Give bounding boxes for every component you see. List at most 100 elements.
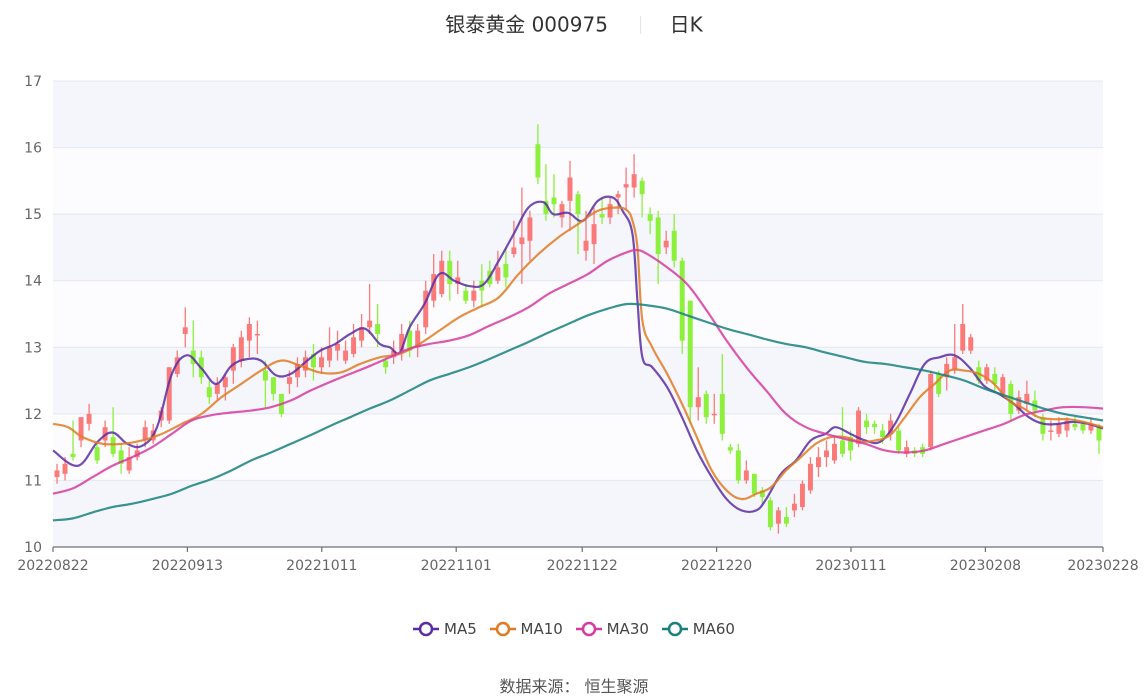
candle[interactable] — [807, 457, 813, 494]
candle[interactable] — [631, 154, 637, 198]
source-label: 数据来源： — [499, 677, 580, 696]
candle[interactable] — [359, 314, 365, 348]
candle[interactable] — [623, 167, 629, 211]
chart-legend: MA5 MA10 MA30 MA60 — [0, 620, 1148, 641]
candle[interactable] — [952, 323, 958, 374]
candle[interactable] — [1024, 380, 1030, 411]
candle[interactable] — [1064, 417, 1070, 438]
x-tick-label: 20220913 — [152, 558, 223, 574]
candle[interactable] — [447, 250, 453, 301]
candle[interactable] — [166, 367, 172, 424]
candle[interactable] — [663, 230, 669, 255]
candle[interactable] — [960, 304, 966, 354]
candle[interactable] — [735, 443, 741, 484]
candle[interactable] — [767, 497, 773, 531]
candle[interactable] — [206, 380, 212, 404]
candle[interactable] — [246, 317, 252, 358]
candle[interactable] — [711, 393, 717, 424]
candle[interactable] — [743, 460, 749, 484]
candle[interactable] — [503, 247, 509, 288]
candle[interactable] — [992, 367, 998, 391]
candle[interactable] — [527, 210, 533, 261]
candle[interactable] — [904, 440, 910, 458]
candle[interactable] — [599, 197, 605, 225]
candlestick-chart[interactable]: 10 11 12 13 14 15 16 17 20220822 20220913 20221011… — [0, 0, 1148, 600]
candle[interactable] — [872, 420, 878, 434]
candle[interactable] — [607, 197, 613, 225]
candle[interactable] — [118, 443, 124, 474]
candle[interactable] — [848, 430, 854, 461]
candle[interactable] — [543, 164, 549, 221]
candle[interactable] — [399, 323, 405, 361]
candle[interactable] — [270, 377, 276, 401]
candle[interactable] — [335, 330, 341, 361]
candle[interactable] — [463, 284, 469, 305]
candle[interactable] — [182, 307, 188, 348]
candle[interactable] — [783, 507, 789, 528]
legend-item-ma10[interactable]: MA10 — [489, 620, 563, 638]
candle[interactable] — [511, 220, 517, 258]
candle[interactable] — [647, 207, 653, 235]
candle[interactable] — [319, 347, 324, 374]
legend-item-ma60[interactable]: MA60 — [661, 620, 735, 638]
candle[interactable] — [840, 407, 845, 458]
candle[interactable] — [1096, 423, 1102, 454]
candle[interactable] — [832, 437, 837, 464]
candle[interactable] — [791, 493, 797, 518]
candle[interactable] — [896, 427, 902, 454]
candle[interactable] — [86, 403, 92, 431]
candle[interactable] — [78, 417, 84, 448]
candle[interactable] — [551, 174, 557, 218]
candle[interactable] — [423, 280, 429, 334]
candle[interactable] — [727, 443, 733, 454]
candle[interactable] — [759, 487, 765, 504]
candle[interactable] — [311, 343, 316, 381]
candle[interactable] — [719, 353, 725, 441]
candle[interactable] — [823, 440, 829, 468]
candle[interactable] — [679, 257, 685, 354]
candle[interactable] — [655, 210, 661, 285]
candle[interactable] — [928, 370, 934, 451]
candle[interactable] — [799, 480, 805, 511]
candle[interactable] — [575, 190, 581, 255]
period-label[interactable]: 日K — [669, 12, 703, 37]
candle[interactable] — [214, 377, 220, 401]
candle[interactable] — [519, 187, 525, 285]
candle[interactable] — [126, 447, 132, 474]
candle[interactable] — [567, 160, 573, 231]
candle[interactable] — [968, 333, 974, 354]
candle[interactable] — [222, 373, 228, 401]
title-divider — [640, 15, 642, 34]
candle[interactable] — [815, 447, 821, 478]
candle[interactable] — [671, 214, 677, 268]
candle[interactable] — [471, 280, 477, 308]
candle[interactable] — [70, 420, 76, 461]
candle[interactable] — [94, 443, 100, 464]
candle[interactable] — [535, 124, 541, 185]
candle[interactable] — [343, 340, 349, 364]
candle[interactable] — [455, 260, 461, 295]
legend-item-ma5[interactable]: MA5 — [413, 620, 477, 638]
legend-label: MA10 — [520, 620, 563, 638]
candle[interactable] — [415, 323, 421, 358]
candle[interactable] — [495, 250, 501, 285]
candle[interactable] — [591, 207, 597, 265]
candle[interactable] — [639, 177, 645, 218]
candle[interactable] — [1056, 417, 1062, 438]
candle[interactable] — [54, 463, 60, 484]
candle[interactable] — [944, 357, 950, 391]
candle[interactable] — [775, 507, 781, 534]
candle[interactable] — [864, 413, 870, 434]
legend-item-ma30[interactable]: MA30 — [575, 620, 649, 638]
candle[interactable] — [367, 284, 373, 334]
candle[interactable] — [703, 390, 709, 424]
candle[interactable] — [1016, 390, 1022, 414]
candle[interactable] — [984, 363, 990, 384]
candle[interactable] — [302, 350, 308, 378]
candle[interactable] — [351, 323, 357, 358]
candle[interactable] — [695, 367, 701, 421]
candle[interactable] — [936, 370, 942, 398]
candle[interactable] — [254, 320, 260, 354]
grid-band — [53, 480, 1103, 547]
candle[interactable] — [687, 300, 693, 424]
